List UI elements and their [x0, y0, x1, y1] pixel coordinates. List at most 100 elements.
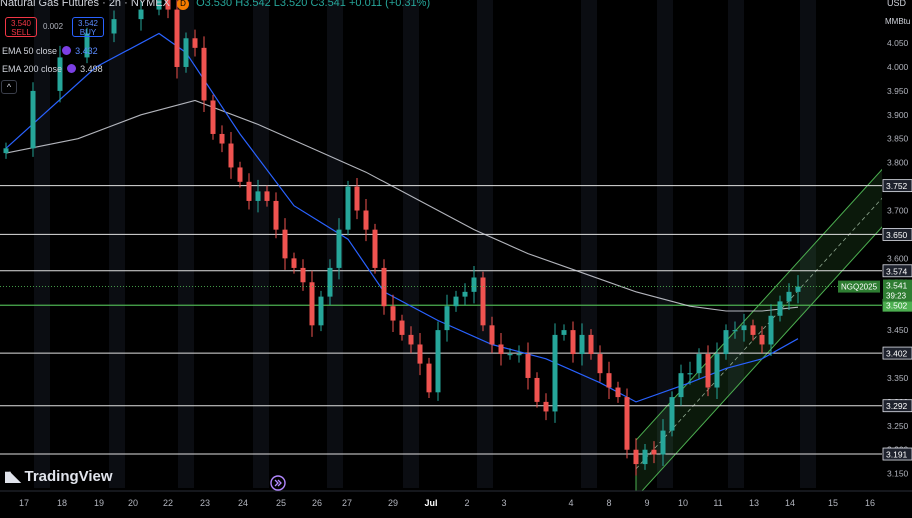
- candle-body[interactable]: [138, 9, 144, 20]
- candle[interactable]: [453, 290, 459, 312]
- candle[interactable]: [444, 294, 450, 342]
- candle[interactable]: [165, 0, 171, 19]
- candle-body[interactable]: [732, 330, 738, 332]
- candle[interactable]: [669, 391, 675, 437]
- candle[interactable]: [246, 173, 252, 210]
- candle[interactable]: [183, 32, 189, 73]
- candle[interactable]: [84, 27, 90, 64]
- candle-body[interactable]: [624, 397, 630, 450]
- candle-body[interactable]: [192, 38, 198, 48]
- candle-body[interactable]: [570, 330, 576, 355]
- candle-body[interactable]: [777, 301, 783, 316]
- candle-body[interactable]: [408, 334, 414, 345]
- price-channel[interactable]: [635, 151, 898, 499]
- candle[interactable]: [480, 271, 486, 332]
- candle-body[interactable]: [444, 306, 450, 331]
- candle-body[interactable]: [579, 334, 585, 355]
- candle-body[interactable]: [606, 373, 612, 388]
- candle[interactable]: [255, 179, 261, 213]
- candle[interactable]: [750, 319, 756, 341]
- candle-body[interactable]: [498, 344, 504, 355]
- candle-body[interactable]: [336, 229, 342, 268]
- candle[interactable]: [354, 177, 360, 220]
- candle-body[interactable]: [327, 267, 333, 297]
- candle[interactable]: [210, 94, 216, 140]
- candle-body[interactable]: [633, 449, 639, 465]
- candle[interactable]: [597, 345, 603, 382]
- candle-body[interactable]: [615, 387, 621, 398]
- contract-tag[interactable]: [838, 280, 880, 293]
- candle[interactable]: [642, 443, 648, 470]
- candle-body[interactable]: [525, 354, 531, 378]
- candle-body[interactable]: [552, 334, 558, 412]
- candle[interactable]: [345, 180, 351, 236]
- candle-body[interactable]: [453, 296, 459, 307]
- candle[interactable]: [561, 324, 567, 341]
- candle[interactable]: [156, 0, 162, 16]
- candle-body[interactable]: [291, 258, 297, 268]
- candle-body[interactable]: [516, 354, 522, 356]
- candle-body[interactable]: [660, 430, 666, 455]
- candle[interactable]: [768, 304, 774, 356]
- candle[interactable]: [696, 348, 702, 379]
- candle-body[interactable]: [705, 354, 711, 388]
- candle[interactable]: [219, 125, 225, 153]
- candle[interactable]: [471, 266, 477, 304]
- candle-body[interactable]: [741, 325, 747, 331]
- candle-body[interactable]: [165, 0, 171, 10]
- candle[interactable]: [795, 275, 801, 304]
- candle-body[interactable]: [264, 191, 270, 201]
- candle-body[interactable]: [255, 191, 261, 201]
- candle[interactable]: [192, 29, 198, 57]
- candle[interactable]: [309, 270, 315, 337]
- ema200-settings-icon[interactable]: [66, 64, 76, 73]
- candle[interactable]: [381, 259, 387, 315]
- candle-body[interactable]: [489, 325, 495, 345]
- candle-body[interactable]: [768, 315, 774, 345]
- candle[interactable]: [111, 10, 117, 43]
- candle[interactable]: [264, 185, 270, 207]
- candle-body[interactable]: [228, 143, 234, 168]
- candle-body[interactable]: [363, 210, 369, 230]
- candle[interactable]: [327, 259, 333, 306]
- candle-body[interactable]: [696, 354, 702, 374]
- candle[interactable]: [777, 295, 783, 322]
- candle[interactable]: [3, 142, 9, 159]
- goto-realtime-icon[interactable]: [270, 475, 286, 491]
- candle[interactable]: [426, 357, 432, 399]
- channel-band[interactable]: [635, 151, 898, 499]
- candle[interactable]: [786, 283, 792, 311]
- candle-body[interactable]: [174, 9, 180, 67]
- candle[interactable]: [543, 393, 549, 421]
- time-axis[interactable]: 17 18 19 20 22 23 24 25 26 27 29 Jul 2 3 4 8 9 10 11 13 14 15…: [0, 490, 912, 513]
- candle-body[interactable]: [795, 286, 801, 292]
- candle-body[interactable]: [57, 57, 63, 91]
- candle-body[interactable]: [210, 100, 216, 134]
- candle[interactable]: [687, 361, 693, 385]
- candle[interactable]: [57, 45, 63, 103]
- candle-body[interactable]: [426, 363, 432, 393]
- candle[interactable]: [723, 324, 729, 360]
- candle-body[interactable]: [84, 33, 90, 58]
- candle[interactable]: [273, 192, 279, 239]
- candle[interactable]: [516, 345, 522, 363]
- candle[interactable]: [399, 314, 405, 341]
- level-price-tag[interactable]: [882, 447, 912, 461]
- candle-body[interactable]: [111, 19, 117, 34]
- candle-body[interactable]: [597, 354, 603, 374]
- candle-body[interactable]: [282, 229, 288, 259]
- candle-body[interactable]: [345, 186, 351, 230]
- candle[interactable]: [282, 218, 288, 270]
- candle[interactable]: [660, 419, 666, 466]
- candle-body[interactable]: [480, 277, 486, 326]
- candle-body[interactable]: [759, 334, 765, 345]
- candle[interactable]: [651, 441, 657, 464]
- candle[interactable]: [489, 316, 495, 354]
- candle-body[interactable]: [471, 277, 477, 292]
- candle[interactable]: [534, 372, 540, 408]
- legend-collapse-button[interactable]: ^: [1, 80, 17, 94]
- candle-body[interactable]: [309, 282, 315, 326]
- candle-body[interactable]: [462, 291, 468, 297]
- candle-body[interactable]: [30, 90, 36, 149]
